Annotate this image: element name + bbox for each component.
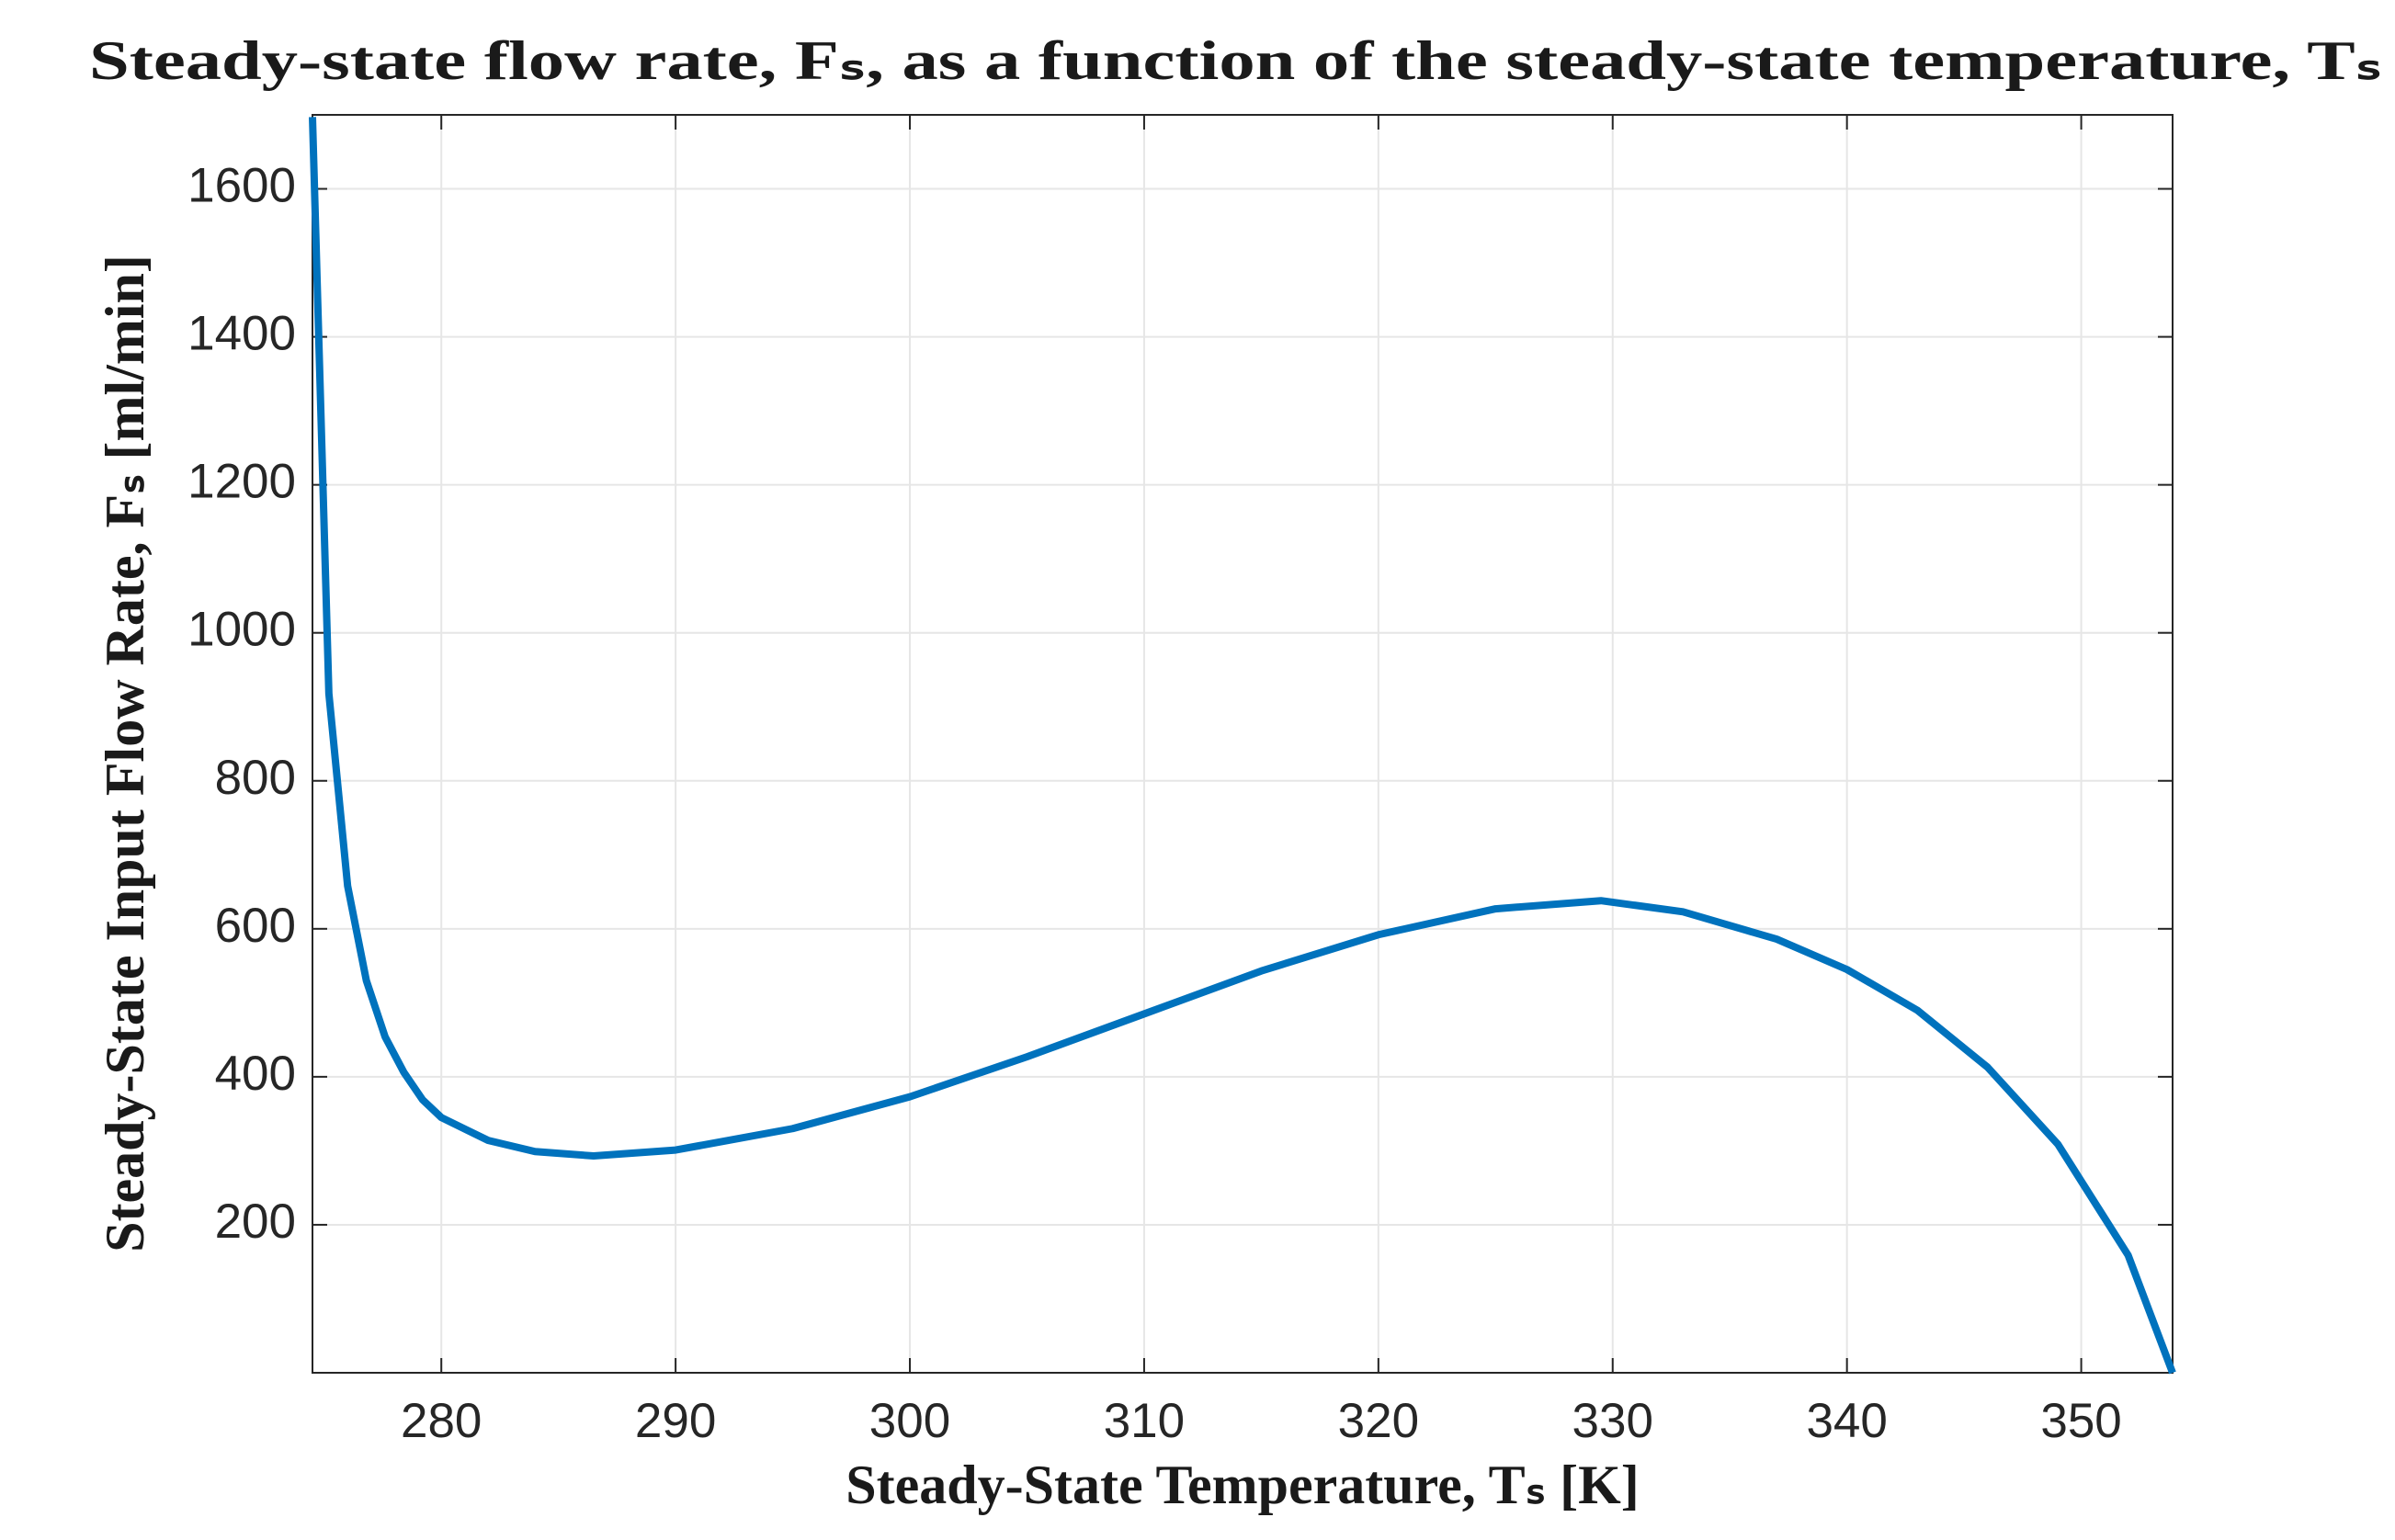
data-line (309, 117, 2176, 1375)
x-tick-label: 280 (401, 1394, 482, 1448)
y-tick-label: 1600 (187, 159, 296, 213)
x-tick-label: 320 (1338, 1394, 1419, 1448)
x-tick-label: 290 (635, 1394, 716, 1448)
x-tick-label: 300 (869, 1394, 950, 1448)
y-tick-label: 1000 (187, 603, 296, 657)
y-tick-label: 400 (215, 1047, 296, 1101)
y-tick-label: 200 (215, 1195, 296, 1249)
y-tick-label: 1200 (187, 455, 296, 509)
y-tick-label: 1400 (187, 307, 296, 361)
y-tick-label: 800 (215, 751, 296, 805)
x-tick-label: 350 (2040, 1394, 2121, 1448)
x-tick-label: 340 (1806, 1394, 1887, 1448)
y-axis-label: Steady-State Input Flow Rate, Fₛ [ml/min… (95, 255, 155, 1252)
x-tick-label: 310 (1104, 1394, 1185, 1448)
x-tick-label: 330 (1572, 1394, 1653, 1448)
chart-title: Steady-state flow rate, Fₛ, as a functio… (89, 30, 2382, 91)
y-tick-label: 600 (215, 899, 296, 953)
plot-frame (312, 114, 2174, 1374)
x-axis-label: Steady-State Temperature, Tₛ [K] (846, 1455, 1639, 1515)
